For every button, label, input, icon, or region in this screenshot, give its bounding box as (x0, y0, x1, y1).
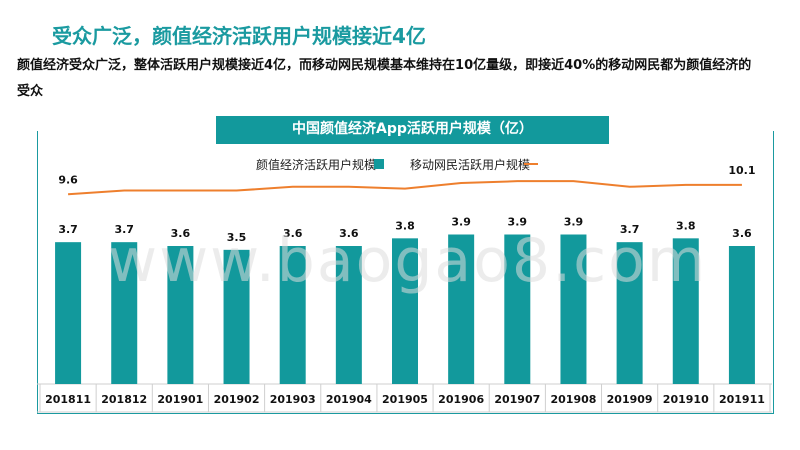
bar-201911 (728, 246, 755, 384)
x-tick-label: 201908 (550, 393, 596, 406)
bar-value-label: 3.7 (620, 223, 640, 236)
x-tick-label: 201910 (663, 393, 709, 406)
x-tick-label: 201903 (270, 393, 316, 406)
x-tick-label: 201901 (157, 393, 203, 406)
bar-201902 (223, 249, 250, 384)
x-tick-label: 201812 (101, 393, 147, 406)
line-value-label: 10.1 (728, 164, 755, 177)
legend-item-bar: 颜值经济活跃用户规模 (256, 156, 388, 173)
bar-value-label: 3.8 (676, 219, 696, 232)
bar-201908 (560, 234, 587, 384)
x-tick-label: 201907 (494, 393, 540, 406)
bar-201910 (672, 238, 699, 384)
legend-label-line: 移动网民活跃用户规模 (410, 157, 531, 172)
bar-value-label: 3.9 (564, 216, 584, 229)
bar-201903 (279, 246, 306, 384)
chart-frame (37, 131, 774, 414)
bar-value-label: 3.9 (508, 216, 528, 229)
x-tick-label: 201905 (382, 393, 428, 406)
bar-value-label: 3.7 (58, 223, 78, 236)
bar-value-label: 3.5 (227, 231, 247, 244)
x-tick-label: 201906 (438, 393, 484, 406)
series-line-mobile-users (68, 180, 742, 196)
bar-201906 (448, 234, 475, 384)
x-tick-label: 201811 (45, 393, 91, 406)
bar-201812 (111, 242, 138, 384)
chart-legend: 颜值经济活跃用户规模 移动网民活跃用户规模 (256, 155, 560, 173)
bar-201901 (167, 246, 194, 384)
page-title: 受众广泛，颜值经济活跃用户规模接近4亿 (52, 24, 426, 48)
bar-value-label: 3.9 (451, 216, 471, 229)
bar-value-label: 3.7 (114, 223, 134, 236)
bar-201811 (55, 242, 82, 384)
bar-value-label: 3.6 (283, 227, 303, 240)
x-tick-label: 201911 (719, 393, 765, 406)
legend-swatch-bar (374, 159, 385, 169)
bar-value-label: 3.6 (732, 227, 752, 240)
legend-label-bar: 颜值经济活跃用户规模 (256, 157, 377, 172)
summary-text: 颜值经济受众广泛，整体活跃用户规模接近4亿，而移动网民规模基本维持在10亿量级，… (17, 58, 752, 99)
bar-value-label: 3.8 (395, 219, 415, 232)
bar-201909 (616, 242, 643, 384)
bar-201904 (335, 246, 362, 384)
x-tick-label: 201909 (607, 393, 653, 406)
bar-201905 (392, 238, 418, 384)
x-tick-label: 201902 (214, 393, 260, 406)
x-tick-label: 201904 (326, 393, 372, 406)
legend-swatch-line (524, 163, 539, 165)
watermark-text: www.baogao8.com (108, 226, 708, 296)
chart-title: 中国颜值经济App活跃用户规模（亿） (216, 116, 609, 144)
line-value-label: 9.6 (58, 173, 78, 186)
legend-item-line: 移动网民活跃用户规模 (410, 156, 539, 173)
bar-value-label: 3.6 (171, 227, 191, 240)
bar-value-label: 3.6 (339, 227, 359, 240)
bar-201907 (504, 234, 531, 384)
